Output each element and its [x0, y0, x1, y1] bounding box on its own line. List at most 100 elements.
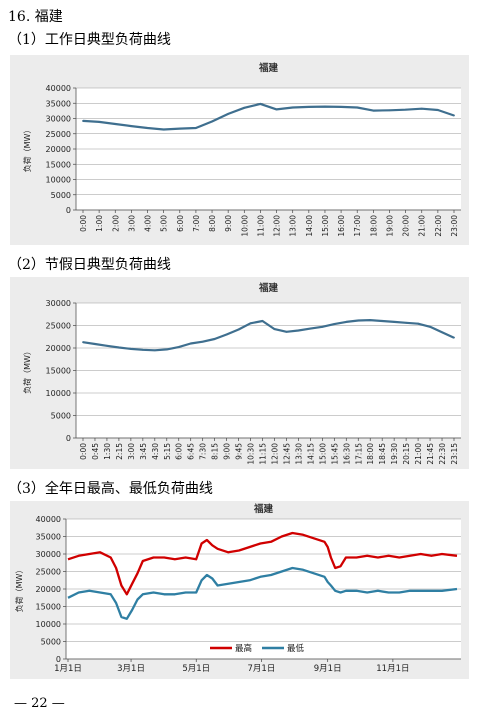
data-point [436, 109, 439, 111]
y-axis-label: 负荷（MW） [22, 126, 32, 173]
data-point [291, 106, 294, 109]
x-tick-label: 10:00 [240, 215, 249, 237]
data-point [273, 328, 276, 330]
y-tick-label: 10000 [46, 176, 71, 185]
chart-svg: 福建 0 5000 10000 15000 20000 25000 30000 35000 400… [22, 62, 461, 237]
holiday-load-chart: 福建 0 5000 10000 15000 20000 25000 30000 负荷（MW） 0:… [10, 277, 469, 469]
chart-title: 福建 [258, 62, 279, 74]
data-point [141, 348, 144, 351]
x-tick-label: 8:15 [211, 443, 220, 460]
y-tick-label: 25000 [36, 568, 61, 577]
x-tick-label: 12:00 [270, 443, 279, 465]
x-tick-label: 21:45 [426, 443, 435, 465]
data-point [417, 322, 419, 325]
data-point [249, 322, 252, 325]
x-tick-label: 6:00 [176, 215, 185, 232]
data-point [153, 349, 156, 352]
x-tick-label: 0:00 [79, 443, 88, 460]
y-tick-label: 30000 [46, 115, 71, 124]
x-tick-label: 7月1日 [248, 664, 276, 674]
data-point [404, 108, 407, 111]
x-tick-label: 11:15 [259, 443, 268, 465]
x-tick-label: 21:00 [414, 443, 423, 465]
x-tick-label: 11月1日 [376, 664, 409, 674]
min-load-line [67, 566, 458, 620]
x-tick-label: 7:30 [199, 443, 208, 460]
y-tick-label: 5000 [51, 191, 71, 200]
x-tick-label: 3:00 [127, 215, 136, 232]
data-point [357, 319, 360, 322]
data-point [388, 109, 391, 112]
y-tick-label: 0 [66, 434, 71, 443]
data-point [98, 120, 101, 123]
x-tick-label: 17:00 [353, 215, 362, 237]
y-tick-label: 10000 [36, 620, 61, 629]
data-point [146, 127, 149, 129]
x-tick-label: 22:00 [434, 215, 443, 237]
data-point [227, 113, 230, 115]
y-axis-label: 负荷（MW） [22, 347, 32, 394]
x-tick-label: 9:00 [224, 215, 233, 232]
chart2-heading: （2）节假日典型负荷曲线 [8, 257, 171, 273]
data-point [225, 333, 228, 336]
x-tick-label: 23:15 [450, 443, 459, 465]
data-point [165, 348, 168, 351]
data-point [275, 108, 278, 111]
data-point [106, 344, 108, 347]
x-tick-label: 9:00 [223, 443, 232, 460]
y-axis-label: 负荷（MW） [14, 566, 24, 613]
x-tick-label: 12:00 [273, 215, 282, 237]
data-point [393, 321, 396, 323]
x-tick-label: 1:30 [103, 443, 112, 460]
x-tick-label: 13:30 [294, 443, 303, 465]
x-tick-label: 18:00 [369, 215, 378, 237]
data-point [369, 319, 372, 321]
y-tick-label: 15000 [36, 603, 61, 612]
x-tick-label: 5:00 [160, 215, 169, 232]
legend-max-label: 最高 [235, 643, 252, 654]
x-tick-label: 22:30 [438, 443, 447, 465]
data-point [420, 107, 423, 110]
y-tick-label: 20000 [46, 145, 71, 154]
x-tick-label: 23:00 [450, 215, 459, 237]
data-point [114, 123, 117, 125]
chart-svg: 福建 0 5000 10000 15000 20000 25000 30000 负荷（MW） 0:… [22, 282, 461, 465]
page-number: — 22 — [14, 696, 65, 711]
y-tick-label: 10000 [46, 389, 71, 398]
max-load-line [67, 531, 458, 596]
y-tick-label: 25000 [46, 322, 71, 331]
load-series-line [82, 102, 455, 131]
y-tick-label: 30000 [36, 550, 61, 559]
section-title: 16. 福建 [8, 9, 63, 25]
data-point [211, 120, 213, 123]
x-tick-label: 7:00 [192, 215, 201, 232]
x-tick-label: 1月1日 [54, 664, 82, 674]
y-tick-label: 40000 [36, 515, 61, 524]
y-tick-label: 15000 [46, 367, 71, 376]
x-tick-label: 11:00 [256, 215, 265, 237]
data-point [82, 341, 84, 344]
chart-title: 福建 [258, 282, 279, 294]
data-point [372, 109, 375, 112]
data-point [178, 127, 181, 130]
x-tick-label: 21:00 [418, 215, 427, 237]
x-tick-label: 3:00 [127, 443, 136, 460]
x-tick-label: 14:00 [305, 215, 314, 237]
y-tick-label: 40000 [46, 84, 71, 93]
y-tick-label: 30000 [46, 299, 71, 308]
y-tick-label: 20000 [46, 344, 71, 353]
data-point [297, 329, 300, 332]
data-point [162, 128, 165, 131]
y-tick-label: 35000 [36, 533, 61, 542]
x-tick-label: 12:45 [282, 443, 291, 465]
data-point [118, 346, 120, 349]
x-tick-label: 5月1日 [182, 664, 210, 674]
workday-load-chart: 福建 0 5000 10000 15000 20000 25000 30000 35000 400… [10, 55, 469, 245]
data-point [345, 321, 348, 323]
chart-svg: 福建 0 5000 10000 15000 20000 25000 30000 35000 400… [14, 503, 461, 674]
x-tick-label: 14:15 [306, 443, 315, 465]
x-tick-label: 18:00 [366, 443, 375, 465]
x-tick-label: 2:15 [115, 443, 124, 460]
data-point [356, 106, 359, 109]
annual-max-min-load-chart: 福建 0 5000 10000 15000 20000 25000 30000 35000 400… [10, 501, 469, 679]
